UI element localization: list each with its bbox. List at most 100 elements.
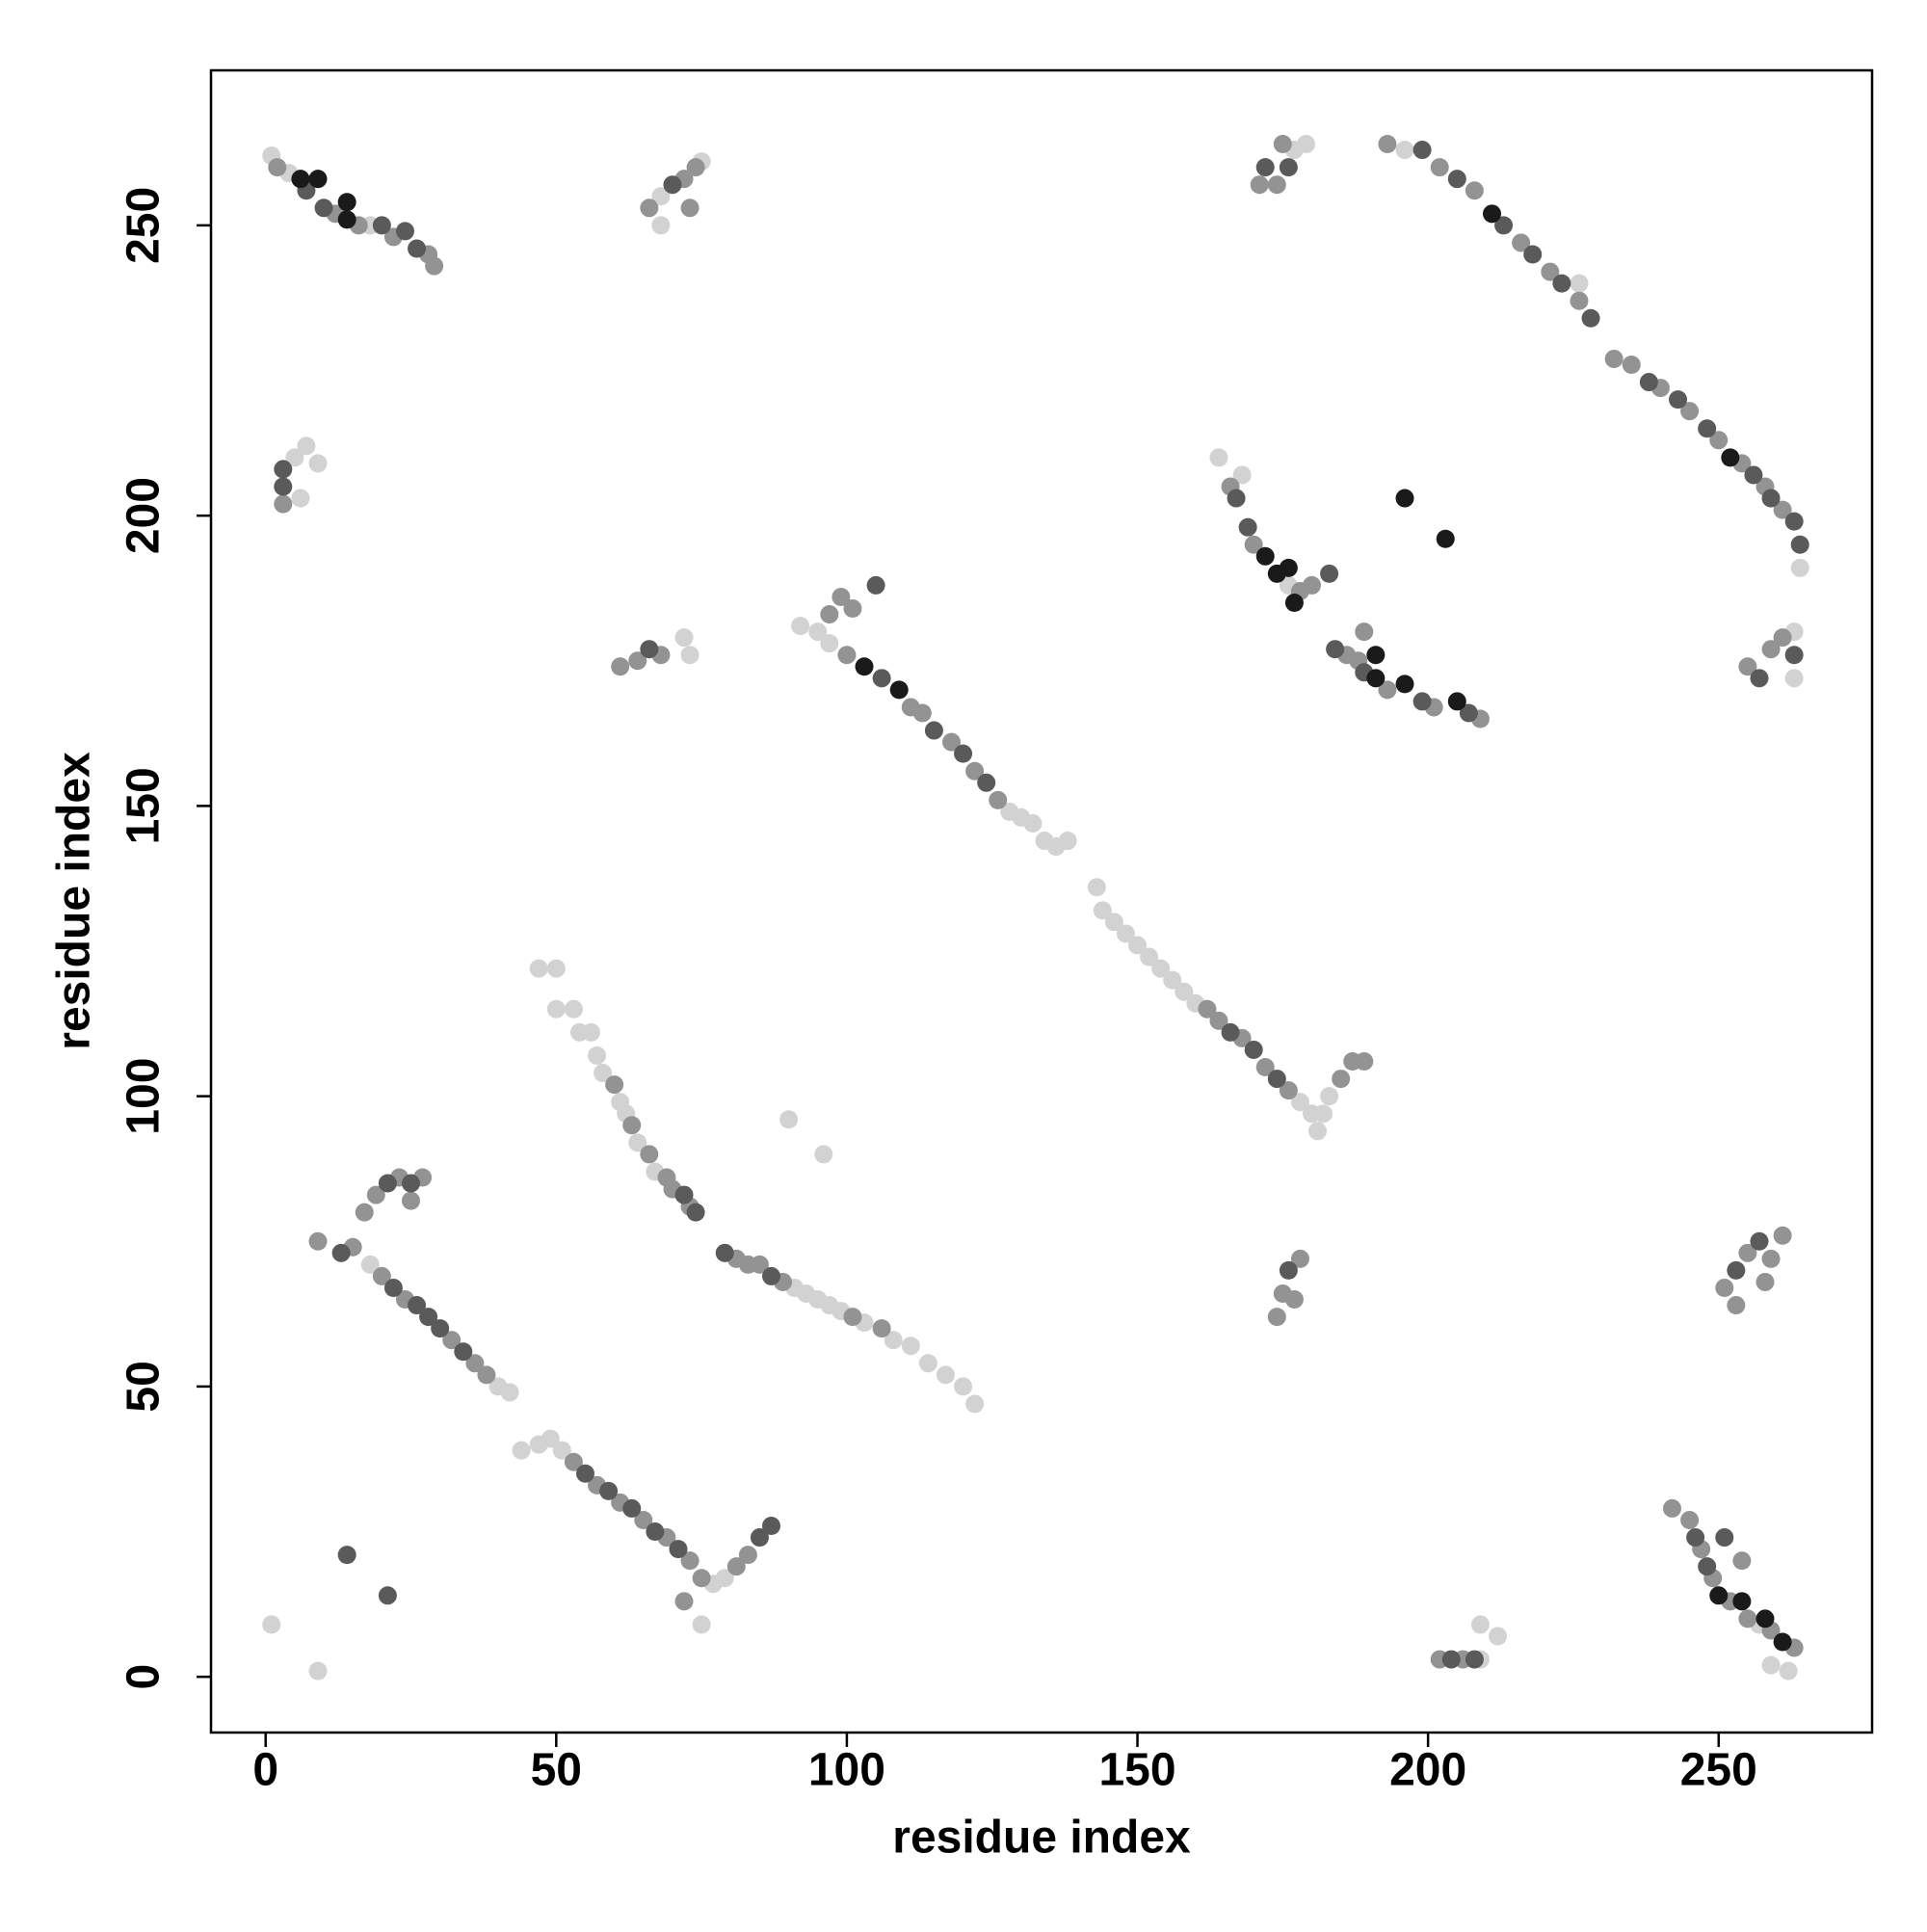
scatter-point — [977, 773, 996, 792]
scatter-point — [1773, 1226, 1792, 1245]
scatter-point — [692, 1569, 711, 1588]
scatter-point — [1470, 1615, 1490, 1634]
scatter-point — [605, 1075, 624, 1095]
scatter-point — [855, 657, 874, 676]
scatter-point — [308, 1231, 328, 1251]
scatter-point — [680, 198, 700, 218]
scatter-point — [1104, 913, 1123, 932]
scatter-point — [884, 1331, 903, 1350]
scatter-point — [686, 158, 705, 177]
scatter-point — [1465, 1650, 1484, 1669]
scatter-point — [402, 1191, 421, 1210]
scatter-point — [546, 999, 566, 1019]
scatter-point — [1523, 245, 1543, 264]
x-axis-label: residue index — [892, 1813, 1191, 1864]
scatter-point — [1686, 1528, 1705, 1548]
scatter-point — [1779, 1661, 1798, 1681]
scatter-point — [1447, 170, 1466, 189]
scatter-point — [1279, 1081, 1298, 1100]
y-tick-label: 0 — [119, 1664, 170, 1690]
scatter-point — [692, 1615, 711, 1634]
y-tick-label: 200 — [119, 477, 170, 554]
scatter-point — [1355, 622, 1374, 642]
scatter-point — [965, 1394, 985, 1414]
scatter-point — [872, 1319, 891, 1338]
scatter-point — [954, 744, 973, 763]
scatter-point — [594, 1064, 613, 1083]
scatter-point — [1058, 832, 1077, 851]
scatter-point — [1290, 1093, 1309, 1112]
x-tick-label: 50 — [531, 1745, 582, 1796]
scatter-point — [1232, 465, 1252, 485]
scatter-point — [1662, 1498, 1681, 1518]
scatter-point — [1489, 1627, 1508, 1646]
scatter-point — [1669, 390, 1688, 410]
scatter-point — [843, 1308, 862, 1327]
scatter-point — [1570, 274, 1589, 293]
scatter-point — [500, 1383, 519, 1402]
scatter-point — [1761, 640, 1781, 659]
scatter-point — [1093, 901, 1112, 920]
scatter-point — [814, 1145, 833, 1164]
scatter-point — [408, 1296, 427, 1315]
scatter-point — [628, 1133, 647, 1152]
scatter-point — [820, 605, 839, 624]
scatter-point — [1790, 558, 1809, 577]
scatter-point — [1284, 1290, 1304, 1310]
scatter-point — [337, 193, 356, 212]
scatter-point — [1250, 175, 1269, 195]
scatter-point — [1395, 675, 1414, 694]
scatter-point — [1255, 1058, 1275, 1077]
scatter-point — [901, 1337, 920, 1356]
scatter-point — [1314, 1104, 1333, 1124]
y-tick-label: 50 — [119, 1361, 170, 1412]
scatter-point — [715, 1243, 734, 1262]
scatter-point — [889, 680, 909, 700]
scatter-point — [1238, 517, 1257, 537]
scatter-point — [686, 1203, 705, 1222]
y-tick-label: 100 — [119, 1058, 170, 1135]
scatter-point — [1727, 1260, 1746, 1280]
scatter-point — [308, 454, 328, 473]
scatter-point — [408, 239, 427, 258]
scatter-point — [1715, 1528, 1734, 1548]
scatter-point — [1267, 564, 1286, 583]
scatter-point — [820, 634, 839, 653]
scatter-point — [843, 599, 862, 619]
scatter-point — [297, 437, 316, 456]
scatter-point — [651, 187, 671, 206]
scatter-point — [1355, 1051, 1374, 1071]
scatter-point — [1784, 512, 1804, 531]
scatter-point — [337, 1546, 356, 1565]
scatter-point — [866, 575, 885, 595]
scatter-point — [1395, 489, 1414, 508]
scatter-point — [1378, 680, 1397, 700]
scatter-point — [1395, 141, 1414, 160]
scatter-point — [1320, 1087, 1339, 1106]
scatter-point — [1738, 657, 1757, 676]
scatter-point — [715, 1569, 734, 1588]
scatter-point — [651, 216, 671, 235]
scatter-point — [1494, 216, 1514, 235]
scatter-point — [419, 1308, 438, 1327]
scatter-point — [1412, 141, 1432, 160]
scatter-point — [1709, 431, 1729, 450]
scatter-point — [1732, 1592, 1752, 1611]
scatter-point — [837, 646, 857, 665]
scatter-point — [465, 1354, 485, 1373]
scatter-point — [582, 1022, 601, 1042]
scatter-point — [337, 210, 356, 229]
scatter-point — [936, 1365, 955, 1385]
scatter-point — [726, 1557, 746, 1576]
scatter-point — [628, 651, 647, 671]
x-tick-label: 0 — [252, 1745, 278, 1796]
scatter-point — [425, 256, 444, 276]
scatter-point — [762, 1517, 781, 1536]
scatter-point — [1209, 448, 1228, 467]
scatter-point — [291, 489, 310, 508]
scatter-point — [402, 1174, 421, 1193]
scatter-point — [529, 959, 548, 978]
x-tick-label: 150 — [1098, 1745, 1175, 1796]
scatter-point — [274, 477, 293, 496]
